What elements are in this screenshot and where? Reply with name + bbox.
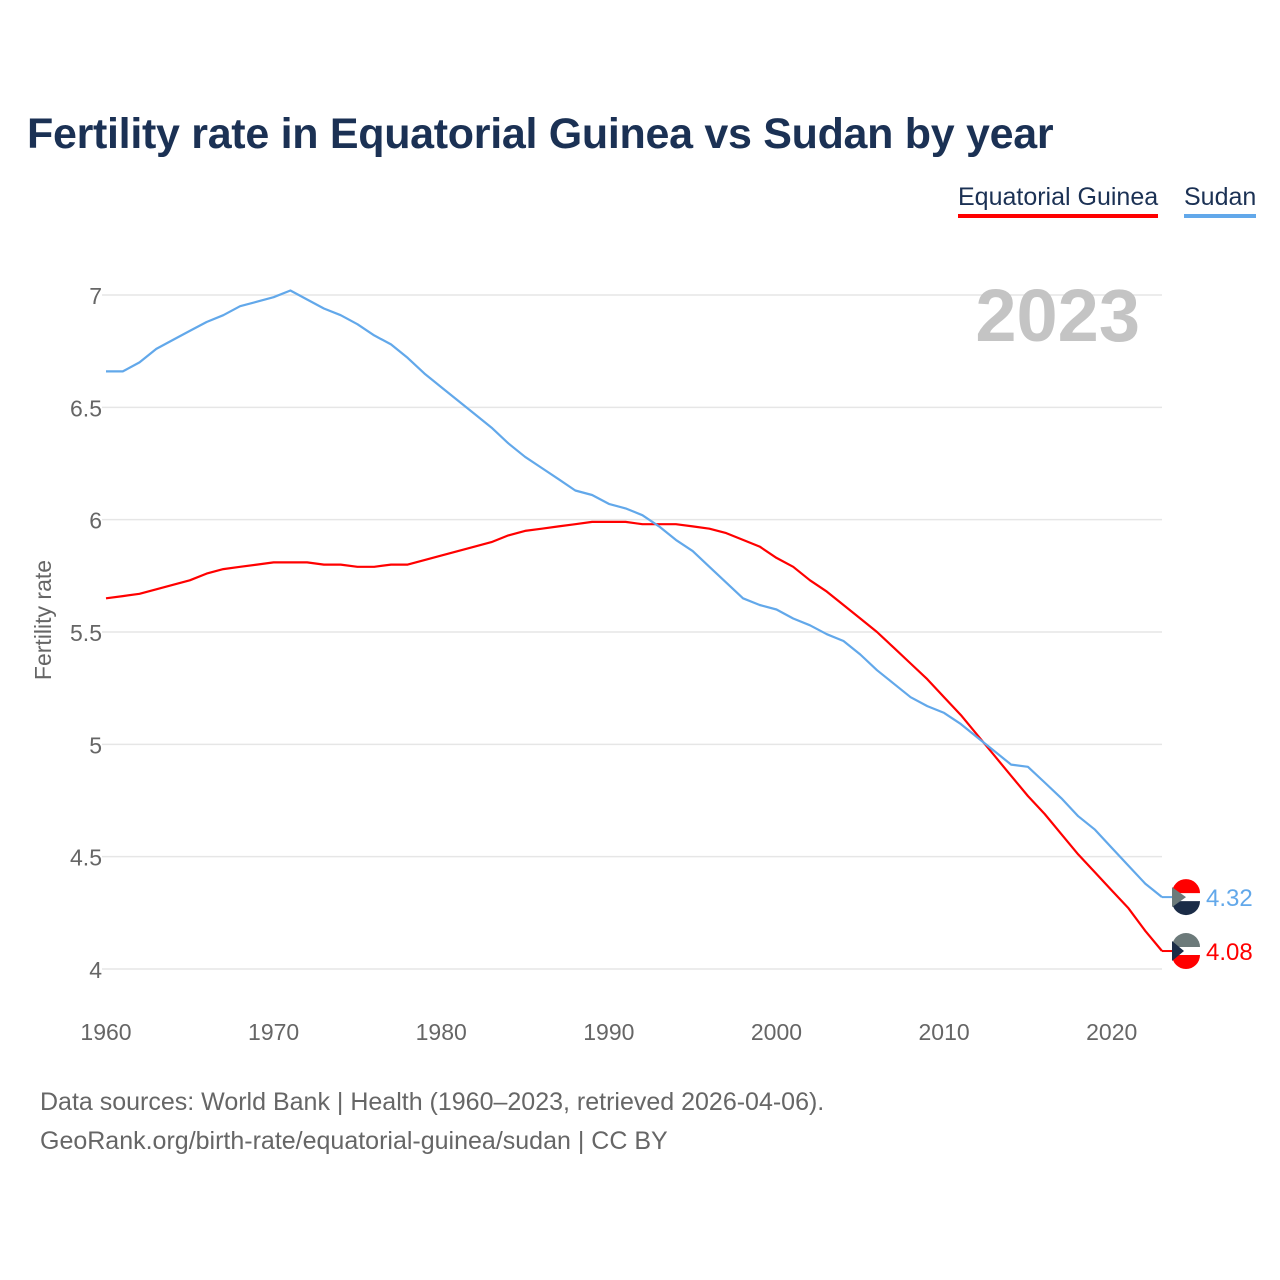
x-tick-label: 2000	[751, 1019, 802, 1045]
y-axis-label: Fertility rate	[30, 560, 56, 680]
y-tick-label: 5.5	[70, 620, 102, 646]
data-sources: Data sources: World Bank | Health (1960–…	[40, 1088, 825, 1116]
x-tick-label: 1960	[80, 1019, 131, 1045]
flag-stripe	[1172, 933, 1200, 948]
series-line-sudan	[106, 289, 1163, 898]
flag-stripe	[1172, 879, 1200, 894]
y-tick-label: 6	[89, 508, 102, 534]
chart-title: Fertility rate in Equatorial Guinea vs S…	[27, 110, 1054, 158]
y-tick-label: 6.5	[70, 395, 102, 421]
flag-stripe	[1172, 901, 1200, 916]
x-tick-label: 2020	[1086, 1019, 1137, 1045]
x-tick-label: 1980	[416, 1019, 467, 1045]
credit-link[interactable]: GeoRank.org/birth-rate/equatorial-guinea…	[40, 1127, 668, 1155]
flag-stripe	[1172, 955, 1200, 970]
x-tick-label: 1970	[248, 1019, 299, 1045]
y-tick-label: 5	[89, 732, 102, 758]
x-tick-label: 1990	[583, 1019, 634, 1045]
y-tick-label: 4.5	[70, 845, 102, 871]
y-tick-label: 7	[89, 283, 102, 309]
legend-sudan[interactable]: Sudan	[1184, 183, 1257, 218]
y-tick-label: 4	[89, 957, 102, 983]
x-tick-label: 2010	[919, 1019, 970, 1045]
series-line-equatorial-guinea	[105, 520, 1163, 952]
year-label: 2023	[975, 274, 1140, 357]
end-value-label: 4.08	[1206, 939, 1253, 966]
legend-equatorial-guinea[interactable]: Equatorial Guinea	[958, 183, 1159, 218]
flag-triangle	[1172, 941, 1184, 962]
flag-triangle	[1172, 887, 1186, 908]
end-value-label: 4.32	[1206, 885, 1253, 912]
